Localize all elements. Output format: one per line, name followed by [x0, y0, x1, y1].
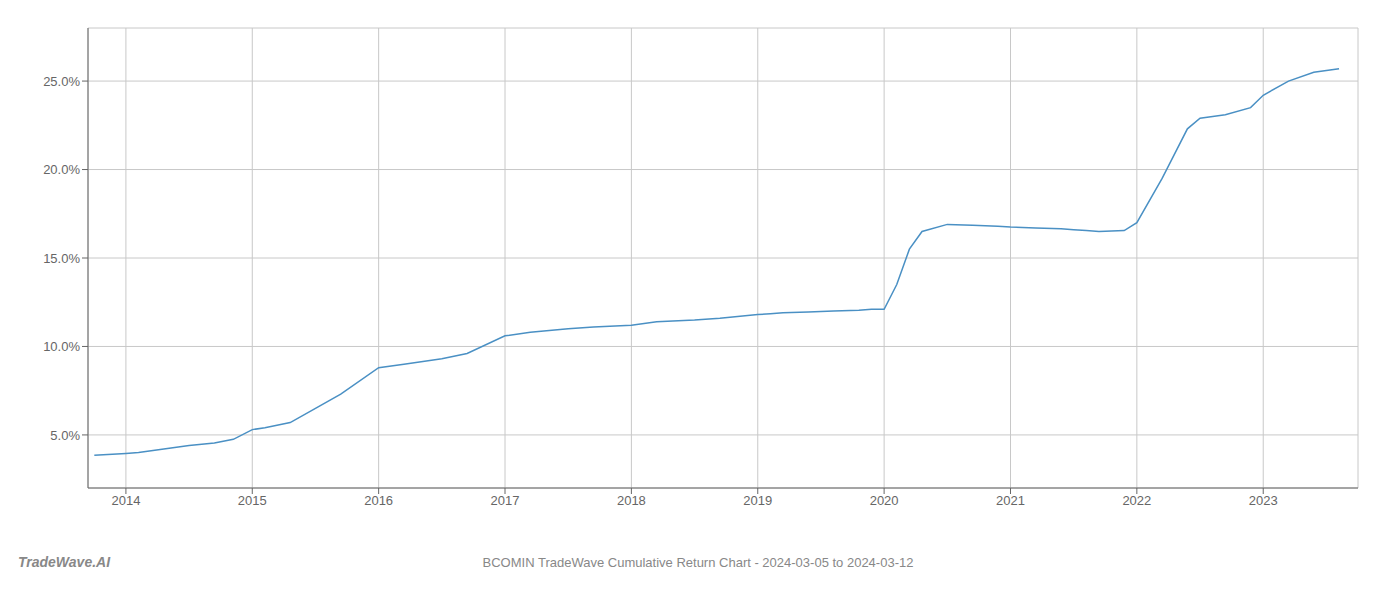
svg-text:2014: 2014 — [111, 493, 140, 508]
svg-text:5.0%: 5.0% — [50, 428, 80, 443]
svg-text:20.0%: 20.0% — [43, 162, 80, 177]
svg-text:2015: 2015 — [238, 493, 267, 508]
html-text:TradeWave.AI: TradeWave.AI — [18, 554, 111, 570]
svg-text:2018: 2018 — [617, 493, 646, 508]
svg-text:2020: 2020 — [870, 493, 899, 508]
svg-text:2017: 2017 — [491, 493, 520, 508]
svg-text:10.0%: 10.0% — [43, 339, 80, 354]
html-text:BCOMIN TradeWave Cumulative Re: BCOMIN TradeWave Cumulative Return Chart… — [482, 555, 914, 570]
svg-text:15.0%: 15.0% — [43, 251, 80, 266]
svg-text:25.0%: 25.0% — [43, 74, 80, 89]
svg-text:2019: 2019 — [743, 493, 772, 508]
svg-text:2022: 2022 — [1122, 493, 1151, 508]
svg-text:2021: 2021 — [996, 493, 1025, 508]
svg-text:2016: 2016 — [364, 493, 393, 508]
svg-text:2023: 2023 — [1249, 493, 1278, 508]
